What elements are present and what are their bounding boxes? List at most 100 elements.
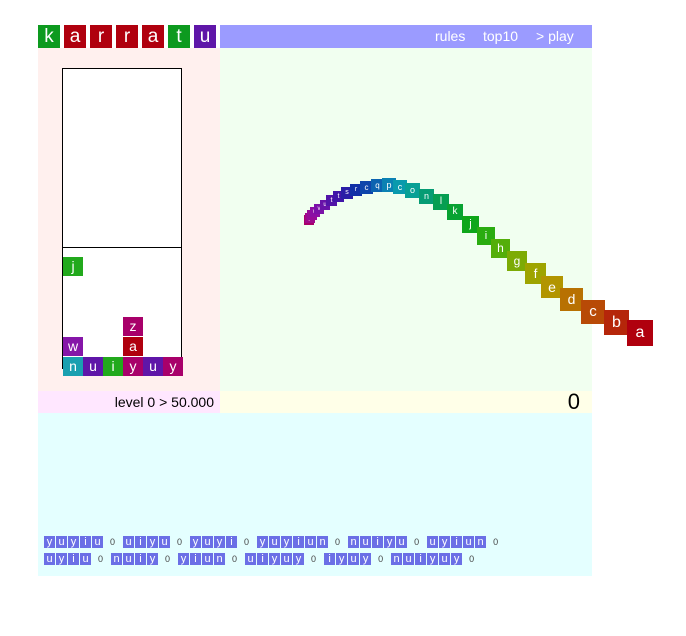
found-word-score: 0 [414, 537, 420, 547]
found-word-letter: n [111, 553, 123, 565]
found-word-letter: y [293, 553, 305, 565]
found-word-letter: u [463, 536, 475, 548]
top10-link[interactable]: top10 [483, 28, 519, 44]
falling-letter-tile: a [627, 320, 653, 346]
falling-letter-tile: u [320, 200, 330, 210]
found-word-score: 0 [493, 537, 499, 547]
falling-letter-tile: v [314, 204, 324, 214]
falling-letter-tile: j [462, 216, 479, 233]
found-word-letter: y [427, 553, 439, 565]
found-word-letter: i [68, 553, 79, 565]
found-word-letter: n [214, 553, 226, 565]
falling-letter-tile: d [560, 288, 583, 311]
title-letter-tile: a [142, 25, 164, 48]
found-word-letter: i [135, 536, 147, 548]
found-word-letter: y [439, 536, 451, 548]
found-word-letter: i [80, 536, 91, 548]
found-word-letter: u [202, 536, 214, 548]
falling-letter-tile: p [382, 178, 396, 192]
title-letter-tile: r [90, 25, 112, 48]
found-word-score: 0 [335, 537, 341, 547]
found-word-letter: i [135, 553, 147, 565]
found-word-letter: y [178, 553, 190, 565]
well-letter-tile: w [63, 337, 83, 356]
found-word-letter: n [348, 536, 360, 548]
falling-letter-tile: t [333, 191, 344, 202]
found-word-letter: u [245, 553, 257, 565]
well-letter-tile: i [103, 357, 123, 376]
found-word-letter: i [372, 536, 384, 548]
found-word-score: 0 [469, 554, 475, 564]
found-word-letter: y [384, 536, 396, 548]
score-value: 0 [567, 389, 580, 414]
falling-letter-tile: n [419, 189, 434, 204]
found-word-letter: u [427, 536, 439, 548]
found-word-letter: y [451, 553, 463, 565]
found-word-letter: i [226, 536, 238, 548]
falling-letter-tile: r [350, 184, 362, 196]
play-area[interactable] [220, 48, 592, 391]
found-word-letter: n [317, 536, 329, 548]
well-letter-tile: a [123, 337, 143, 356]
found-word-letter: u [159, 536, 171, 548]
found-word-letter: n [475, 536, 487, 548]
level-text: level 0 > 50.000 [114, 394, 214, 410]
menu-bar: rules top10 > play [220, 25, 592, 48]
found-word-letter: u [123, 553, 135, 565]
well-letter-tile: u [143, 357, 163, 376]
falling-letter-tile: b [604, 310, 629, 335]
found-word-score: 0 [311, 554, 317, 564]
falling-letter-tile: k [447, 204, 463, 220]
found-word-letter: u [269, 536, 281, 548]
level-bar: level 0 > 50.000 [38, 391, 220, 413]
well-letter-tile: y [123, 357, 143, 376]
found-word-letter: n [391, 553, 403, 565]
found-word-letter: i [293, 536, 305, 548]
play-link[interactable]: > play [536, 28, 574, 44]
found-word-letter: i [451, 536, 463, 548]
found-word-letter: u [123, 536, 135, 548]
rules-link[interactable]: rules [435, 28, 466, 44]
title-letter-tile: u [194, 25, 216, 48]
found-word-letter: i [324, 553, 336, 565]
falling-letter-tile: c [393, 180, 407, 194]
found-word-letter: i [257, 553, 269, 565]
letter-well [62, 68, 182, 369]
title-letter-tile: t [168, 25, 190, 48]
found-word-letter: y [147, 536, 159, 548]
found-word-letter: u [348, 553, 360, 565]
found-word-score: 0 [110, 537, 116, 547]
found-word-letter: i [415, 553, 427, 565]
found-word-letter: y [360, 553, 372, 565]
falling-letter-tile: c [360, 181, 373, 194]
well-letter-tile: u [83, 357, 103, 376]
found-word-letter: y [68, 536, 79, 548]
found-word-letter: y [336, 553, 348, 565]
title-letter-tile: a [64, 25, 86, 48]
found-word-letter: u [305, 536, 317, 548]
found-word-letter: y [269, 553, 281, 565]
found-word-letter: u [44, 553, 55, 565]
found-word-letter: u [439, 553, 451, 565]
falling-letter-tile: g [507, 251, 527, 271]
found-word-letter: y [44, 536, 55, 548]
found-word-letter: u [202, 553, 214, 565]
found-word-letter: y [56, 553, 67, 565]
found-word-letter: u [281, 553, 293, 565]
falling-letter-tile: h [491, 239, 510, 258]
found-word-score: 0 [244, 537, 250, 547]
found-word-letter: i [190, 553, 202, 565]
falling-letter-tile: i [477, 227, 495, 245]
